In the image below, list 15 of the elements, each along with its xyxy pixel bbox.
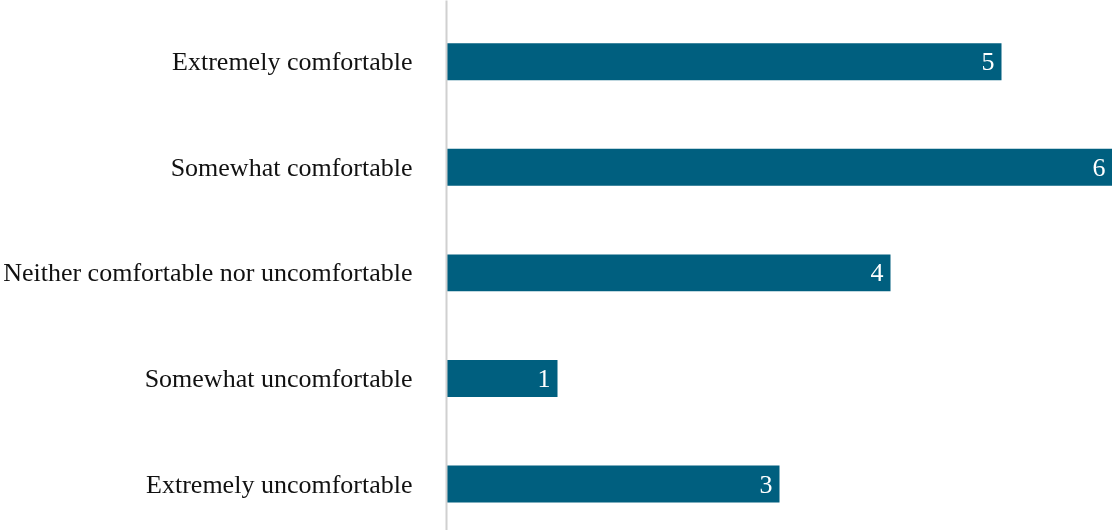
bar bbox=[446, 465, 780, 503]
data-label: 3 bbox=[759, 469, 773, 499]
y-tick-label: Extremely comfortable bbox=[172, 47, 413, 77]
y-tick-label: Neither comfortable nor uncomfortable bbox=[3, 258, 413, 288]
data-label: 5 bbox=[981, 47, 995, 77]
y-tick-label: Somewhat uncomfortable bbox=[144, 363, 413, 393]
data-label: 4 bbox=[870, 258, 884, 288]
y-tick-label: Somewhat comfortable bbox=[170, 152, 413, 182]
bar bbox=[446, 254, 891, 292]
bar bbox=[446, 359, 558, 397]
bar bbox=[446, 148, 1112, 186]
data-label: 1 bbox=[537, 363, 551, 393]
data-label: 6 bbox=[1092, 152, 1106, 182]
bar bbox=[446, 43, 1002, 81]
y-tick-label: Extremely uncomfortable bbox=[146, 469, 413, 499]
